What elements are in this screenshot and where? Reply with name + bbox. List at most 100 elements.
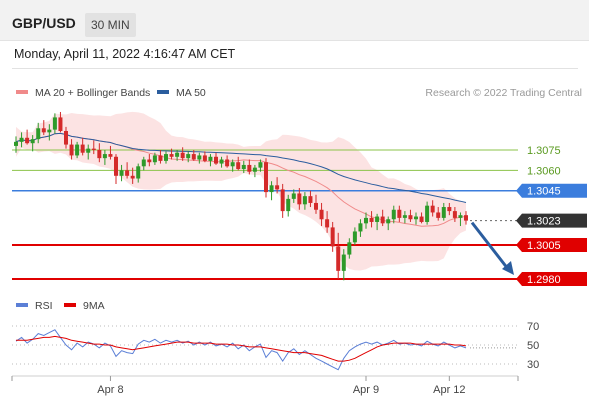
- candle-body: [191, 154, 196, 160]
- projection-arrow-head: [502, 261, 514, 275]
- rsi-tick-50: 50: [527, 340, 539, 352]
- ma50-line: [15, 132, 467, 203]
- candle-body: [147, 159, 152, 163]
- candle-body: [69, 144, 74, 156]
- candle-body: [375, 216, 380, 222]
- candle-body: [286, 198, 291, 212]
- x-axis-ticks: Apr 8 Apr 9 Apr 12: [11, 376, 519, 396]
- candle-body: [430, 205, 435, 213]
- rsi-ma-legend-swatch: [64, 303, 76, 307]
- candles: [14, 111, 468, 281]
- credit-label: Research © 2022 Trading Central: [425, 87, 582, 99]
- rsi-grid: 70 50 30: [12, 321, 539, 371]
- candle-body: [14, 141, 18, 146]
- candle-body: [102, 154, 107, 159]
- candle-body: [264, 162, 268, 193]
- candle-body: [25, 137, 30, 144]
- candle-body: [358, 223, 363, 232]
- bollinger-bands: [16, 111, 466, 271]
- candle-body: [458, 215, 463, 218]
- candle-body: [158, 155, 163, 161]
- candle-body: [58, 117, 63, 131]
- candle-body: [336, 246, 341, 271]
- candle-body: [86, 148, 91, 153]
- candle-body: [64, 130, 68, 145]
- symbol-title: GBP/USD: [12, 15, 76, 31]
- candle-body: [30, 139, 35, 144]
- rsi-ma-line: [16, 335, 467, 362]
- projection-arrow-shaft: [470, 221, 510, 270]
- candle-body: [330, 227, 335, 247]
- candle-body: [447, 207, 452, 212]
- candle-body: [130, 175, 135, 179]
- candle-body: [386, 219, 391, 224]
- candle-body: [136, 166, 141, 179]
- ma50-legend-swatch: [157, 90, 169, 94]
- candle-body: [452, 211, 457, 218]
- candle-body: [230, 162, 235, 167]
- candle-body: [302, 196, 307, 205]
- candle-body: [291, 193, 296, 199]
- x-tick-label-2: Apr 12: [433, 384, 465, 396]
- candle-body: [225, 159, 230, 167]
- candle-body: [180, 152, 185, 159]
- candle-body: [391, 209, 396, 220]
- x-tick-label-0: Apr 8: [97, 384, 123, 396]
- rsi-tick-70: 70: [527, 321, 539, 333]
- candle-body: [319, 209, 324, 220]
- candle-body: [280, 189, 285, 212]
- candle-body: [369, 217, 374, 222]
- candle-body: [402, 215, 407, 218]
- top-bar: GBP/USD 30 MIN: [0, 0, 589, 41]
- level-tag-bg-1.3045: [516, 183, 587, 198]
- candle-body: [419, 216, 424, 222]
- candle-body: [314, 202, 318, 210]
- candle-body: [202, 155, 207, 161]
- level-tag-bg-1.2980: [516, 272, 587, 286]
- candle-body: [252, 167, 257, 172]
- projection-arrow: [470, 221, 514, 275]
- candle-body: [208, 156, 213, 161]
- candle-body: [186, 154, 191, 159]
- candle-body: [241, 164, 246, 170]
- candle-body: [275, 185, 280, 190]
- bollinger-band-fill: [16, 111, 466, 271]
- candle-body: [441, 207, 446, 218]
- candle-body: [408, 215, 413, 220]
- candle-body: [80, 144, 85, 153]
- level-label-1.3023: 1.3023: [527, 216, 561, 228]
- candle-body: [414, 216, 418, 220]
- level-label-1.2980: 1.2980: [527, 274, 561, 286]
- candle-body: [52, 117, 57, 130]
- level-label-1.3045: 1.3045: [527, 186, 561, 198]
- candle-body: [125, 170, 130, 176]
- candle-body: [297, 193, 302, 205]
- level-label-1.3060: 1.3060: [527, 165, 561, 177]
- bollinger-legend-label: MA 20 + Bollinger Bands: [35, 87, 150, 99]
- candle-body: [175, 152, 180, 157]
- rsi-ma-legend-label: 9MA: [83, 300, 105, 312]
- level-tag-bg-1.3005: [516, 238, 587, 253]
- candle-body: [397, 209, 402, 218]
- candle-body: [119, 170, 124, 176]
- candle-body: [247, 164, 252, 172]
- candle-body: [197, 155, 202, 160]
- level-tag-bg-1.3023: [516, 213, 587, 228]
- rsi-lines: [15, 329, 518, 371]
- header-divider: [12, 68, 578, 69]
- rsi-tick-30: 30: [527, 359, 539, 371]
- candle-body: [152, 155, 157, 163]
- candle-body: [341, 254, 346, 271]
- candle-body: [325, 219, 330, 228]
- candle-body: [97, 150, 102, 159]
- datetime-label: Monday, April 11, 2022 4:16:47 AM CET: [14, 47, 236, 61]
- timeframe-badge[interactable]: 30 MIN: [85, 13, 136, 37]
- moving-averages: [15, 132, 467, 227]
- candle-body: [36, 128, 41, 140]
- candle-body: [436, 212, 441, 218]
- rsi-legend-label: RSI: [35, 300, 53, 312]
- candle-body: [75, 144, 80, 156]
- rsi-legend-swatch: [16, 303, 28, 307]
- candle-body: [41, 128, 46, 133]
